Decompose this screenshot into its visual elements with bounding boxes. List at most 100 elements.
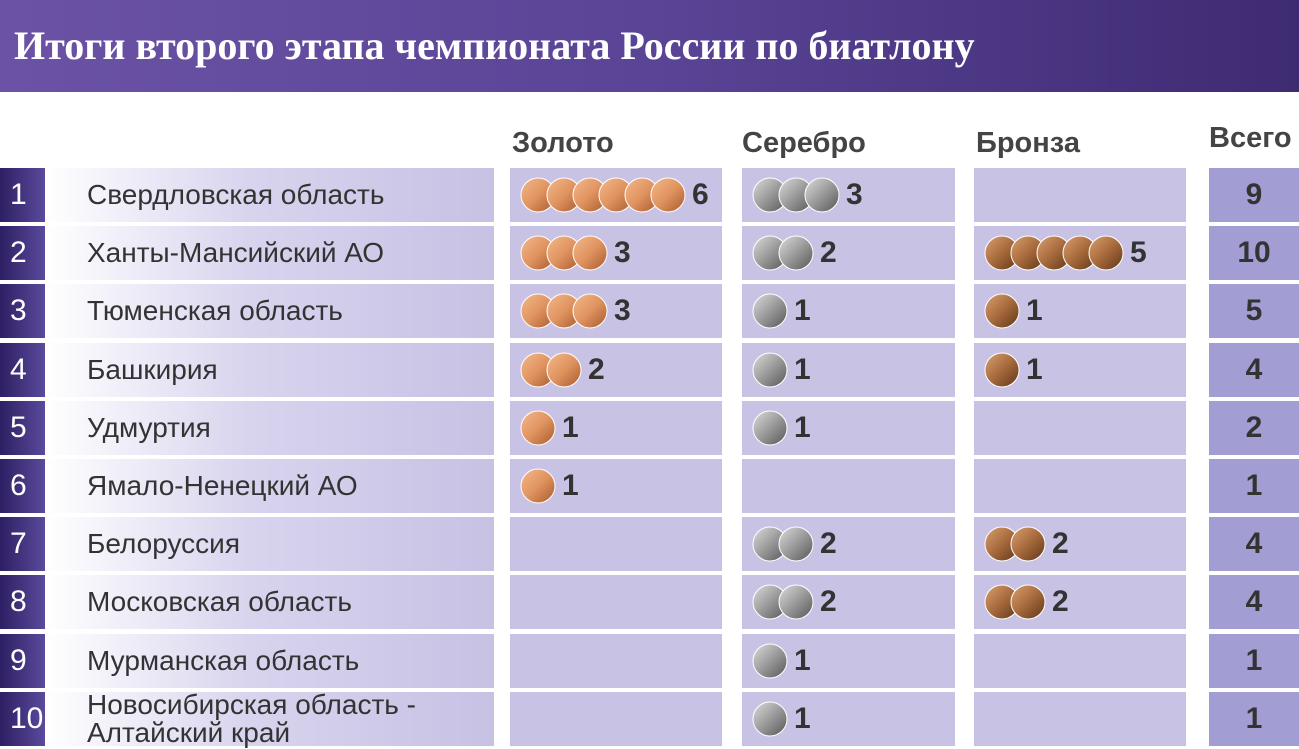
medal-icons <box>752 643 788 679</box>
total-cell: 4 <box>1209 517 1299 572</box>
medal-cell <box>510 517 722 572</box>
rank-cell: 6 <box>0 459 45 513</box>
medal-cell: 6 <box>510 168 722 222</box>
medal <box>752 293 788 329</box>
medal-cell <box>974 168 1186 222</box>
medal-cell: 1 <box>974 342 1186 397</box>
medal <box>778 235 814 271</box>
medal-cell <box>510 633 722 688</box>
medal-count: 3 <box>846 178 863 211</box>
column-header: Всего <box>1209 122 1292 154</box>
medal-cell: 1 <box>742 633 955 688</box>
medal-icons <box>520 410 556 446</box>
medal-count: 3 <box>614 236 631 270</box>
medal <box>520 410 556 446</box>
medal-cell: 1 <box>742 691 955 746</box>
region-name: Башкирия <box>45 342 494 397</box>
medal-count: 2 <box>820 585 837 619</box>
medal <box>752 352 788 388</box>
medal <box>1088 235 1124 271</box>
medal-cell: 3 <box>742 168 955 222</box>
medal-count: 1 <box>794 352 811 386</box>
medal-icons <box>752 410 788 446</box>
medal-icons <box>752 177 840 213</box>
medal-count: 2 <box>1052 585 1069 619</box>
region-name: Мурманская область <box>45 633 494 688</box>
medal-count: 1 <box>562 410 579 444</box>
medal-count: 1 <box>794 701 811 735</box>
medal-cell: 2 <box>974 517 1186 572</box>
medal <box>546 352 582 388</box>
region-name: Белоруссия <box>45 517 494 572</box>
medal-icons <box>984 584 1046 620</box>
rank-cell: 3 <box>0 284 45 339</box>
total-cell: 2 <box>1209 400 1299 455</box>
title: Итоги второго этапа чемпионата России по… <box>14 23 975 68</box>
region-name: Ханты-Мансийский АО <box>45 226 494 281</box>
medal <box>984 293 1020 329</box>
medal-cell: 1 <box>742 342 955 397</box>
total-cell: 1 <box>1209 633 1299 688</box>
medal-icons <box>520 293 608 329</box>
medal <box>572 235 608 271</box>
column-header: Бронза <box>976 127 1080 159</box>
rank-cell: 4 <box>0 342 45 397</box>
medal <box>520 468 556 504</box>
medal-icons <box>752 235 814 271</box>
medal-count: 2 <box>820 236 837 270</box>
medal-count: 2 <box>588 352 605 386</box>
rank-cell: 2 <box>0 226 45 281</box>
total-cell: 1 <box>1209 459 1299 513</box>
medal-icons <box>520 468 556 504</box>
total-cell: 4 <box>1209 342 1299 397</box>
rank-cell: 5 <box>0 400 45 455</box>
column-header: Золото <box>512 127 614 159</box>
rank-cell: 10 <box>0 691 45 746</box>
medal-icons <box>752 701 788 737</box>
medal-count: 3 <box>614 294 631 328</box>
rank-cell: 7 <box>0 517 45 572</box>
region-name: Новосибирская область - Алтайский край <box>45 690 494 746</box>
medal-cell: 1 <box>742 400 955 455</box>
medal-cell: 2 <box>510 342 722 397</box>
region-name: Свердловская область <box>45 168 494 222</box>
medal-count: 1 <box>562 469 579 502</box>
medal-cell <box>974 691 1186 746</box>
medal-icons <box>984 293 1020 329</box>
medal-cell: 3 <box>510 284 722 339</box>
medal-cell <box>974 633 1186 688</box>
medal-cell <box>742 459 955 513</box>
total-cell: 1 <box>1209 691 1299 746</box>
medal-count: 1 <box>794 294 811 328</box>
region-name: Ямало-Ненецкий АО <box>45 459 494 513</box>
medal-cell <box>974 400 1186 455</box>
medal-icons <box>984 526 1046 562</box>
total-cell: 9 <box>1209 168 1299 222</box>
medal-cell <box>510 575 722 630</box>
medal-count: 6 <box>692 178 709 211</box>
medal-count: 1 <box>1026 352 1043 386</box>
region-name: Московская область <box>45 575 494 630</box>
medal-icons <box>752 526 814 562</box>
medal <box>752 643 788 679</box>
medal-icons <box>520 235 608 271</box>
medal <box>572 293 608 329</box>
medal-icons <box>984 235 1124 271</box>
medal-cell <box>974 459 1186 513</box>
medal-count: 1 <box>794 410 811 444</box>
medal-icons <box>752 352 788 388</box>
medal-icons <box>520 352 582 388</box>
rank-cell: 8 <box>0 575 45 630</box>
medal-cell: 1 <box>510 400 722 455</box>
total-cell: 5 <box>1209 284 1299 339</box>
region-name: Тюменская область <box>45 284 494 339</box>
total-cell: 10 <box>1209 226 1299 281</box>
medal <box>752 701 788 737</box>
medal-cell: 2 <box>974 575 1186 630</box>
medal-count: 1 <box>1026 294 1043 328</box>
total-cell: 4 <box>1209 575 1299 630</box>
medal-cell: 1 <box>510 459 722 513</box>
medal-icons <box>752 584 814 620</box>
region-name: Удмуртия <box>45 400 494 455</box>
medal-cell: 2 <box>742 226 955 281</box>
